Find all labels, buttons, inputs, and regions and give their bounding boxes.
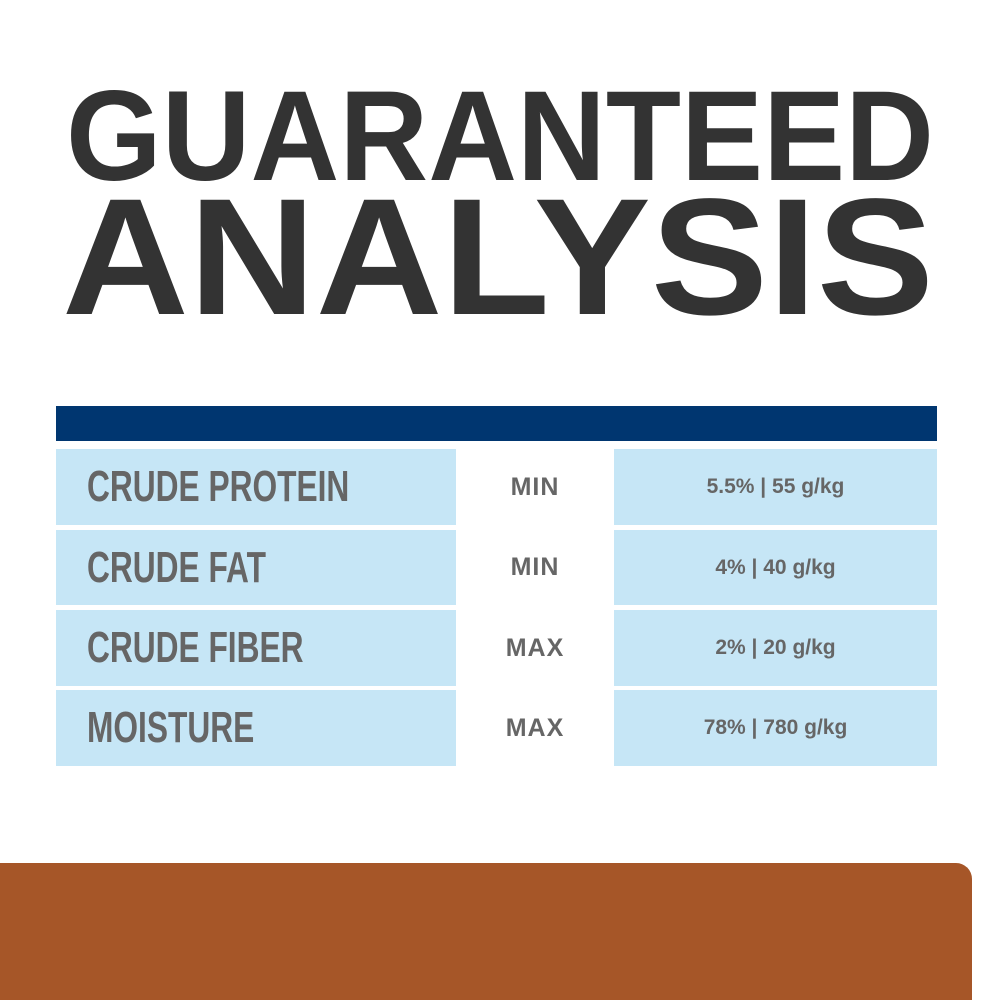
table-header-bar (56, 406, 937, 441)
nutrient-label: CRUDE FIBER (87, 623, 304, 672)
value-cell: 5.5% | 55 g/kg (614, 449, 937, 525)
qualifier: MAX (505, 633, 565, 662)
table-row: CRUDE FIBER MAX 2% | 20 g/kg (56, 610, 937, 686)
value-cell: 78% | 780 g/kg (614, 690, 937, 766)
title-line-1: GUARANTEED (66, 65, 934, 208)
qualifier: MAX (505, 713, 565, 742)
value-cell: 4% | 40 g/kg (614, 530, 937, 605)
table-row: CRUDE FAT MIN 4% | 40 g/kg (56, 530, 937, 605)
nutrient-cell: CRUDE FAT (56, 530, 456, 605)
nutrient-label: MOISTURE (87, 703, 255, 752)
table-row: CRUDE PROTEIN MIN 5.5% | 55 g/kg (56, 449, 937, 525)
nutrient-cell: MOISTURE (56, 690, 456, 766)
qualifier: MIN (510, 472, 560, 501)
nutrient-cell: CRUDE PROTEIN (56, 449, 456, 525)
table-row: MOISTURE MAX 78% | 780 g/kg (56, 690, 937, 766)
title-line-2: ANALYSIS (62, 165, 934, 340)
value-cell: 2% | 20 g/kg (614, 610, 937, 686)
qualifier: MIN (510, 553, 560, 581)
footer-panel (0, 863, 972, 1000)
page-title: GUARANTEED ANALYSIS (62, 65, 934, 340)
nutrient-cell: CRUDE FIBER (56, 610, 456, 686)
nutrient-label: CRUDE PROTEIN (87, 462, 350, 511)
nutrient-label: CRUDE FAT (87, 542, 266, 592)
